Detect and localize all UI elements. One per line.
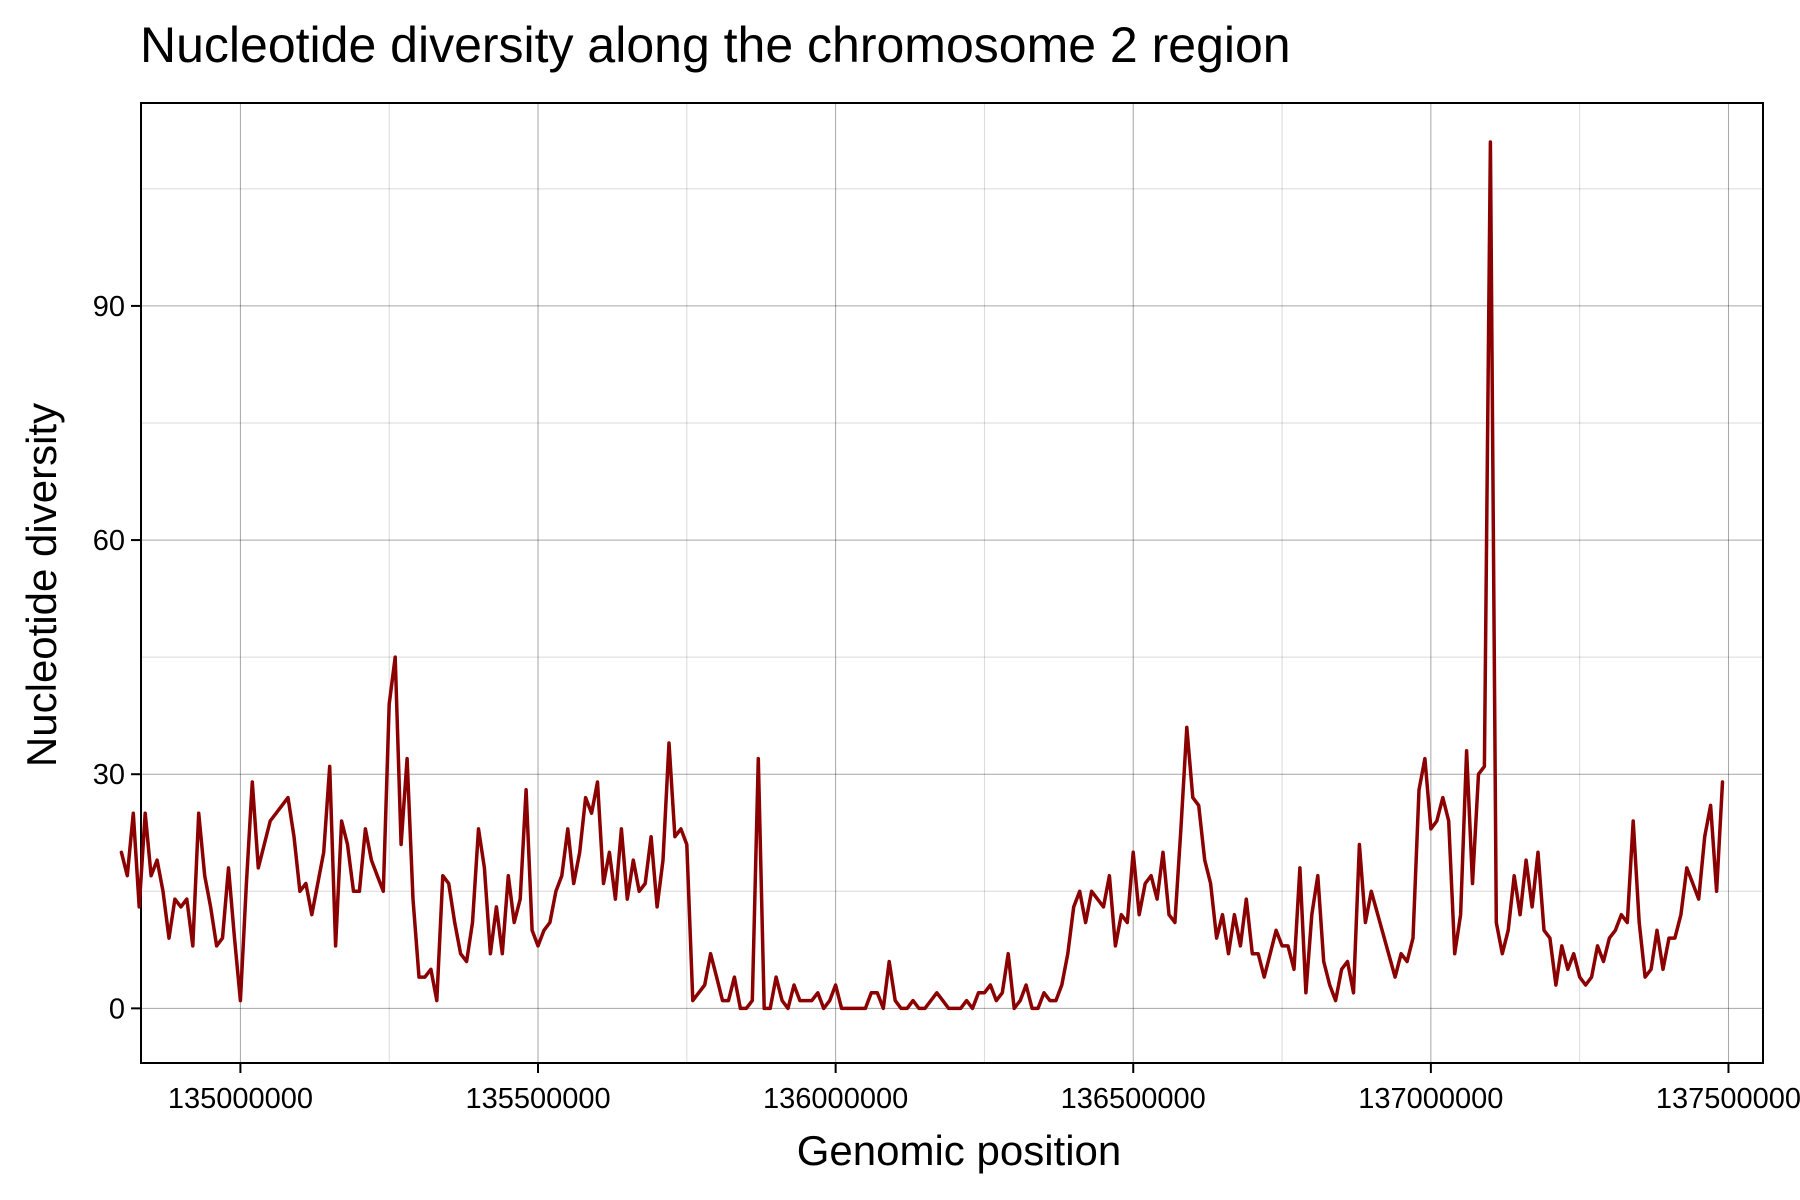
y-axis-label: Nucleotide diversity [18,403,65,767]
y-tick-label: 30 [93,759,125,791]
x-tick-label: 135000000 [168,1083,313,1115]
y-tick-label: 0 [109,993,125,1025]
chart-title: Nucleotide diversity along the chromosom… [140,17,1291,73]
plot-frame [140,102,1764,1064]
grid [141,103,1763,1063]
x-tick-label: 136500000 [1061,1083,1206,1115]
x-tick-label: 137000000 [1358,1083,1503,1115]
x-axis-label: Genomic position [797,1127,1122,1174]
x-axis: 135000000 135500000 136000000 136500000 1370… [168,1063,1800,1115]
y-tick-label: 90 [93,291,125,323]
x-tick-label: 135500000 [465,1083,610,1115]
series-line [119,140,1725,1011]
x-tick-label: 137500000 [1656,1083,1800,1115]
y-tick-label: 60 [93,525,125,557]
x-tick-label: 136000000 [763,1083,908,1115]
y-axis: 0 30 60 90 [93,291,141,1025]
